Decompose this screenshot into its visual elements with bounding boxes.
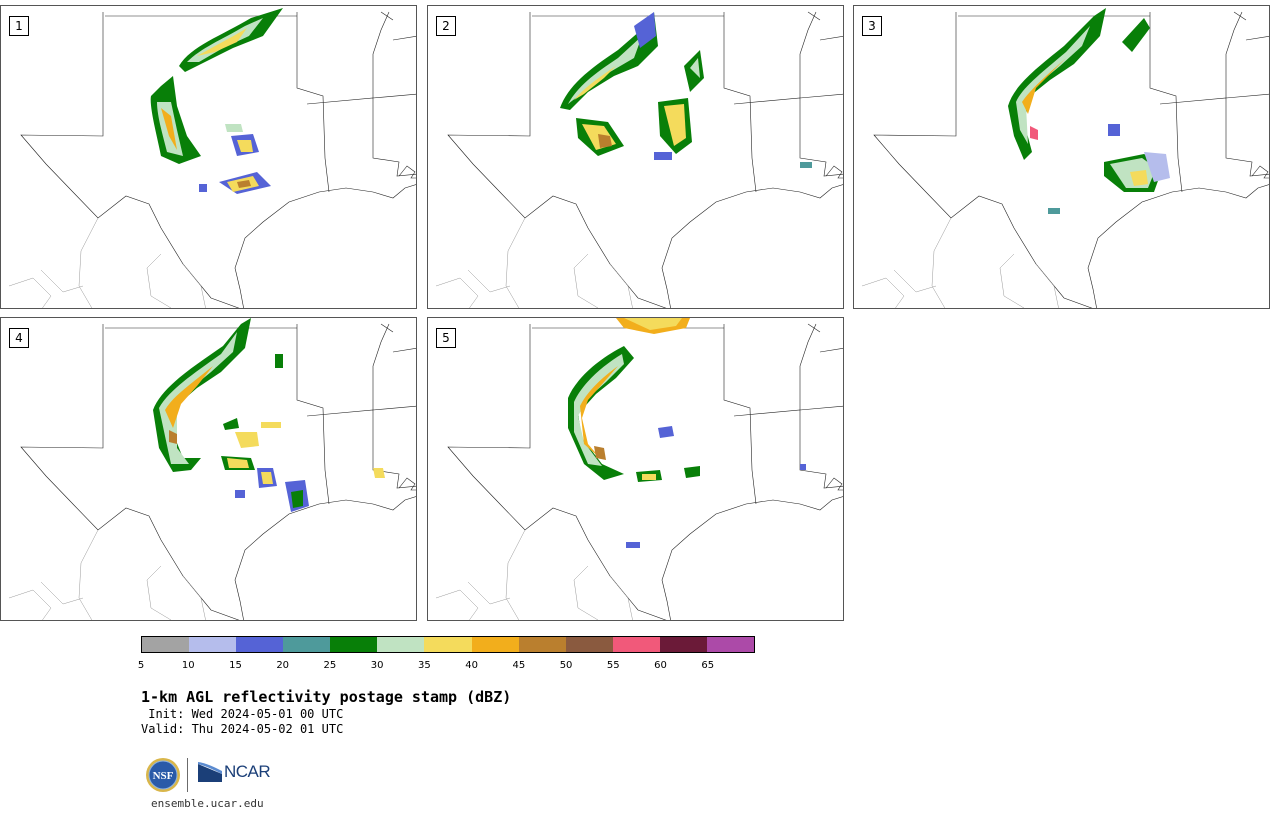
colorbar-tick-label: 65	[701, 660, 715, 671]
colorbar-tick-label: 40	[465, 660, 478, 671]
postage-stamp-panel-5: 5	[427, 317, 844, 621]
logo-divider	[187, 758, 188, 792]
colorbar-tick-label: 30	[370, 660, 384, 671]
colorbar-tick-label: 60	[654, 660, 667, 671]
reflectivity-cells	[150, 8, 283, 194]
panel-number-2: 2	[436, 16, 456, 36]
colorbar-tick-label: 15	[229, 660, 242, 671]
colorbar-tick-label: 25	[323, 660, 337, 671]
map-panel-2	[435, 11, 843, 308]
colorbar-tick-label: 45	[512, 660, 526, 671]
colorbar-segment-0	[142, 637, 190, 652]
colorbar-tick-label: 35	[418, 660, 431, 671]
colorbar-segment-10	[612, 637, 660, 652]
colorbar-segment-5	[377, 637, 425, 652]
map-panel-3	[861, 8, 1269, 308]
colorbar-segment-8	[518, 637, 566, 652]
colorbar-tick-label: 55	[606, 660, 620, 671]
colorbar-segment-7	[471, 637, 519, 652]
nsf-logo: NSF	[145, 757, 181, 797]
postage-stamp-panel-1: 1	[0, 5, 417, 309]
map-panel-5	[435, 318, 843, 620]
colorbar-tick-label: 20	[276, 660, 290, 671]
reflectivity-colorbar	[141, 636, 755, 653]
ncar-logo-text: NCAR	[224, 762, 271, 781]
map-panel-4	[8, 318, 416, 620]
reflectivity-cells	[560, 12, 812, 168]
init-time: Init: Wed 2024-05-01 00 UTC	[141, 707, 344, 721]
colorbar-segment-4	[330, 637, 378, 652]
colorbar-tick-label: 50	[559, 660, 573, 671]
map-panel-1	[8, 8, 416, 308]
panel-number-4: 4	[9, 328, 29, 348]
colorbar-tick-label: 5	[137, 660, 145, 671]
panel-number-1: 1	[9, 16, 29, 36]
panel-number-5: 5	[436, 328, 456, 348]
colorbar-segment-9	[565, 637, 613, 652]
reflectivity-cells	[568, 318, 806, 548]
site-url: ensemble.ucar.edu	[151, 797, 264, 810]
colorbar-segment-2	[236, 637, 284, 652]
colorbar-segment-1	[189, 637, 237, 652]
colorbar-tick-label: 10	[181, 660, 195, 671]
ncar-logo-icon	[198, 762, 222, 782]
ncar-logo: NCAR	[198, 762, 271, 782]
colorbar-segment-12	[706, 637, 755, 652]
postage-stamp-panel-2: 2	[427, 5, 844, 309]
nsf-logo-text: NSF	[153, 770, 174, 782]
valid-time: Valid: Thu 2024-05-02 01 UTC	[141, 722, 344, 736]
postage-stamp-panel-4: 4	[0, 317, 417, 621]
panel-number-3: 3	[862, 16, 882, 36]
plot-title: 1-km AGL reflectivity postage stamp (dBZ…	[141, 688, 512, 706]
reflectivity-cells	[1008, 8, 1170, 214]
colorbar-segment-11	[659, 637, 707, 652]
reflectivity-cells	[153, 318, 385, 512]
colorbar-segment-6	[424, 637, 472, 652]
postage-stamp-panel-3: 3	[853, 5, 1270, 309]
colorbar-segment-3	[283, 637, 331, 652]
